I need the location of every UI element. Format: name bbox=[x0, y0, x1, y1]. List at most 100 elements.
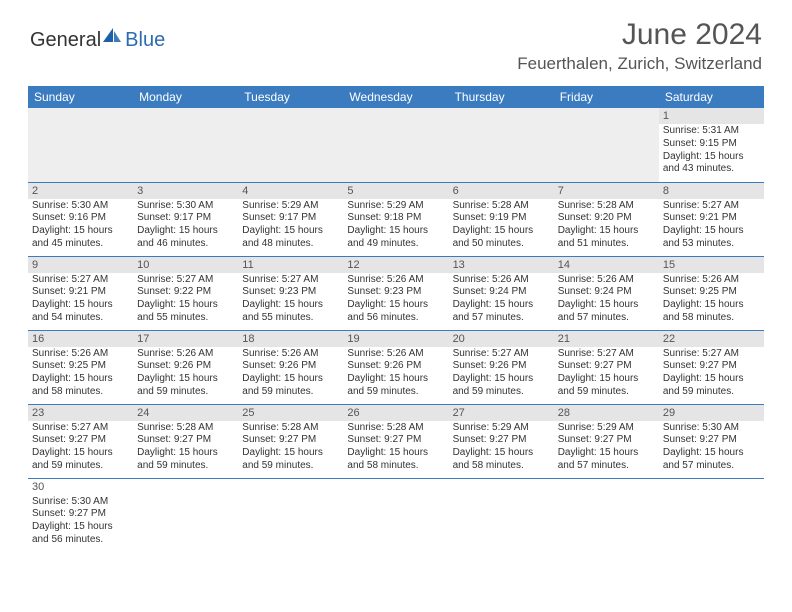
day-details: Sunrise: 5:27 AMSunset: 9:21 PMDaylight:… bbox=[28, 273, 133, 328]
day-details: Sunrise: 5:28 AMSunset: 9:27 PMDaylight:… bbox=[238, 421, 343, 476]
calendar-cell: 13Sunrise: 5:26 AMSunset: 9:24 PMDayligh… bbox=[449, 256, 554, 330]
sunset-text: Sunset: 9:27 PM bbox=[32, 508, 129, 521]
sunrise-text: Sunrise: 5:29 AM bbox=[453, 422, 550, 435]
calendar-cell bbox=[133, 478, 238, 552]
sunset-text: Sunset: 9:27 PM bbox=[663, 360, 760, 373]
daylight-text: Daylight: 15 hours and 59 minutes. bbox=[137, 373, 234, 399]
day-details: Sunrise: 5:31 AMSunset: 9:15 PMDaylight:… bbox=[659, 124, 764, 179]
sunrise-text: Sunrise: 5:30 AM bbox=[137, 200, 234, 213]
day-number: 18 bbox=[238, 331, 343, 347]
sunrise-text: Sunrise: 5:26 AM bbox=[242, 348, 339, 361]
weekday-header: Tuesday bbox=[238, 86, 343, 108]
day-number: 7 bbox=[554, 183, 659, 199]
daylight-text: Daylight: 15 hours and 56 minutes. bbox=[347, 299, 444, 325]
sunrise-text: Sunrise: 5:26 AM bbox=[347, 348, 444, 361]
day-number: 1 bbox=[659, 108, 764, 124]
calendar-cell: 16Sunrise: 5:26 AMSunset: 9:25 PMDayligh… bbox=[28, 330, 133, 404]
sunrise-text: Sunrise: 5:27 AM bbox=[663, 200, 760, 213]
day-number: 28 bbox=[554, 405, 659, 421]
sunrise-text: Sunrise: 5:28 AM bbox=[453, 200, 550, 213]
day-details: Sunrise: 5:26 AMSunset: 9:25 PMDaylight:… bbox=[28, 347, 133, 402]
calendar-cell: 12Sunrise: 5:26 AMSunset: 9:23 PMDayligh… bbox=[343, 256, 448, 330]
daylight-text: Daylight: 15 hours and 49 minutes. bbox=[347, 225, 444, 251]
sunset-text: Sunset: 9:27 PM bbox=[663, 434, 760, 447]
day-details: Sunrise: 5:29 AMSunset: 9:17 PMDaylight:… bbox=[238, 199, 343, 254]
page-header: General Blue June 2024 Feuerthalen, Zuri… bbox=[0, 0, 792, 78]
sunset-text: Sunset: 9:21 PM bbox=[32, 286, 129, 299]
day-number: 4 bbox=[238, 183, 343, 199]
day-details: Sunrise: 5:26 AMSunset: 9:26 PMDaylight:… bbox=[343, 347, 448, 402]
sail-icon bbox=[101, 26, 123, 44]
calendar-cell: 24Sunrise: 5:28 AMSunset: 9:27 PMDayligh… bbox=[133, 404, 238, 478]
calendar-row: 1Sunrise: 5:31 AMSunset: 9:15 PMDaylight… bbox=[28, 108, 764, 182]
day-details: Sunrise: 5:30 AMSunset: 9:17 PMDaylight:… bbox=[133, 199, 238, 254]
sunset-text: Sunset: 9:23 PM bbox=[347, 286, 444, 299]
calendar-cell bbox=[238, 478, 343, 552]
day-number: 23 bbox=[28, 405, 133, 421]
daylight-text: Daylight: 15 hours and 59 minutes. bbox=[453, 373, 550, 399]
calendar-row: 16Sunrise: 5:26 AMSunset: 9:25 PMDayligh… bbox=[28, 330, 764, 404]
day-details: Sunrise: 5:28 AMSunset: 9:27 PMDaylight:… bbox=[133, 421, 238, 476]
calendar-cell bbox=[343, 478, 448, 552]
sunset-text: Sunset: 9:26 PM bbox=[453, 360, 550, 373]
calendar-body: 1Sunrise: 5:31 AMSunset: 9:15 PMDaylight… bbox=[28, 108, 764, 552]
daylight-text: Daylight: 15 hours and 53 minutes. bbox=[663, 225, 760, 251]
daylight-text: Daylight: 15 hours and 58 minutes. bbox=[453, 447, 550, 473]
calendar-cell: 11Sunrise: 5:27 AMSunset: 9:23 PMDayligh… bbox=[238, 256, 343, 330]
calendar-head: Sunday Monday Tuesday Wednesday Thursday… bbox=[28, 86, 764, 108]
calendar-cell bbox=[659, 478, 764, 552]
sunrise-text: Sunrise: 5:30 AM bbox=[32, 496, 129, 509]
calendar-cell bbox=[28, 108, 133, 182]
calendar-cell: 1Sunrise: 5:31 AMSunset: 9:15 PMDaylight… bbox=[659, 108, 764, 182]
calendar-cell bbox=[238, 108, 343, 182]
daylight-text: Daylight: 15 hours and 58 minutes. bbox=[663, 299, 760, 325]
sunrise-text: Sunrise: 5:28 AM bbox=[137, 422, 234, 435]
daylight-text: Daylight: 15 hours and 43 minutes. bbox=[663, 151, 760, 177]
sunset-text: Sunset: 9:18 PM bbox=[347, 212, 444, 225]
daylight-text: Daylight: 15 hours and 57 minutes. bbox=[558, 447, 655, 473]
day-number: 25 bbox=[238, 405, 343, 421]
day-number: 5 bbox=[343, 183, 448, 199]
calendar-cell: 10Sunrise: 5:27 AMSunset: 9:22 PMDayligh… bbox=[133, 256, 238, 330]
sunset-text: Sunset: 9:19 PM bbox=[453, 212, 550, 225]
calendar-cell: 20Sunrise: 5:27 AMSunset: 9:26 PMDayligh… bbox=[449, 330, 554, 404]
day-number: 3 bbox=[133, 183, 238, 199]
calendar-cell bbox=[554, 108, 659, 182]
day-number: 30 bbox=[28, 479, 133, 495]
calendar-cell: 18Sunrise: 5:26 AMSunset: 9:26 PMDayligh… bbox=[238, 330, 343, 404]
sunset-text: Sunset: 9:16 PM bbox=[32, 212, 129, 225]
sunset-text: Sunset: 9:27 PM bbox=[558, 360, 655, 373]
day-details: Sunrise: 5:27 AMSunset: 9:27 PMDaylight:… bbox=[554, 347, 659, 402]
daylight-text: Daylight: 15 hours and 59 minutes. bbox=[347, 373, 444, 399]
calendar-cell: 28Sunrise: 5:29 AMSunset: 9:27 PMDayligh… bbox=[554, 404, 659, 478]
sunrise-text: Sunrise: 5:31 AM bbox=[663, 125, 760, 138]
daylight-text: Daylight: 15 hours and 55 minutes. bbox=[137, 299, 234, 325]
day-details: Sunrise: 5:26 AMSunset: 9:26 PMDaylight:… bbox=[238, 347, 343, 402]
calendar-cell: 21Sunrise: 5:27 AMSunset: 9:27 PMDayligh… bbox=[554, 330, 659, 404]
day-number: 21 bbox=[554, 331, 659, 347]
daylight-text: Daylight: 15 hours and 51 minutes. bbox=[558, 225, 655, 251]
day-number: 29 bbox=[659, 405, 764, 421]
sunrise-text: Sunrise: 5:29 AM bbox=[242, 200, 339, 213]
sunrise-text: Sunrise: 5:28 AM bbox=[558, 200, 655, 213]
calendar-cell: 17Sunrise: 5:26 AMSunset: 9:26 PMDayligh… bbox=[133, 330, 238, 404]
sunset-text: Sunset: 9:26 PM bbox=[347, 360, 444, 373]
day-number: 17 bbox=[133, 331, 238, 347]
day-number: 11 bbox=[238, 257, 343, 273]
calendar-cell: 29Sunrise: 5:30 AMSunset: 9:27 PMDayligh… bbox=[659, 404, 764, 478]
day-details: Sunrise: 5:28 AMSunset: 9:20 PMDaylight:… bbox=[554, 199, 659, 254]
daylight-text: Daylight: 15 hours and 55 minutes. bbox=[242, 299, 339, 325]
daylight-text: Daylight: 15 hours and 59 minutes. bbox=[558, 373, 655, 399]
day-number: 8 bbox=[659, 183, 764, 199]
daylight-text: Daylight: 15 hours and 48 minutes. bbox=[242, 225, 339, 251]
sunset-text: Sunset: 9:26 PM bbox=[137, 360, 234, 373]
calendar-cell: 9Sunrise: 5:27 AMSunset: 9:21 PMDaylight… bbox=[28, 256, 133, 330]
day-details: Sunrise: 5:29 AMSunset: 9:27 PMDaylight:… bbox=[449, 421, 554, 476]
sunrise-text: Sunrise: 5:26 AM bbox=[347, 274, 444, 287]
sunrise-text: Sunrise: 5:28 AM bbox=[347, 422, 444, 435]
day-details: Sunrise: 5:29 AMSunset: 9:27 PMDaylight:… bbox=[554, 421, 659, 476]
weekday-header: Sunday bbox=[28, 86, 133, 108]
brand-logo: General Blue bbox=[30, 18, 165, 54]
weekday-header: Wednesday bbox=[343, 86, 448, 108]
sunrise-text: Sunrise: 5:27 AM bbox=[32, 274, 129, 287]
